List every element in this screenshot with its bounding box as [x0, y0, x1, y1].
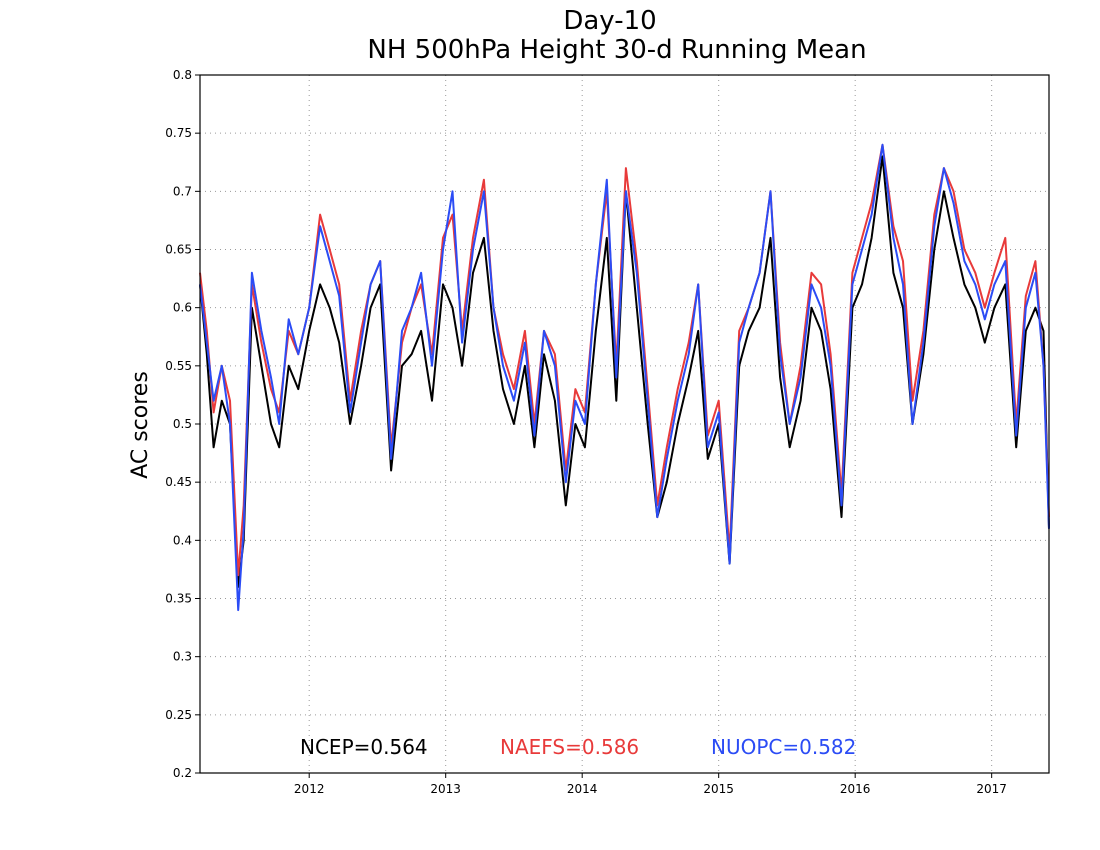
y-tick-label: 0.65 — [165, 243, 192, 257]
legend: NCEP=0.564 NAEFS=0.586 NUOPC=0.582 — [300, 735, 856, 759]
y-axis-label: AC scores — [128, 371, 153, 479]
legend-ncep: NCEP=0.564 — [300, 735, 428, 759]
plot-series — [199, 143, 1050, 612]
axis-ticks: 0.2 0.25 0.3 0.35 0.4 0.45 0.5 0.55 0.6 0.65 0.7 0.… — [165, 68, 1007, 796]
y-tick-label: 0.3 — [173, 650, 192, 664]
plot-frame — [199, 74, 1050, 774]
y-tick-label: 0.4 — [173, 533, 192, 547]
x-tick-label: 2014 — [567, 782, 598, 796]
y-tick-label: 0.8 — [173, 68, 192, 82]
series-line-nuopc — [199, 143, 1050, 612]
y-tick-label: 0.2 — [173, 766, 192, 780]
y-tick-label: 0.25 — [165, 708, 192, 722]
legend-naefs: NAEFS=0.586 — [500, 735, 639, 759]
y-tick-label: 0.45 — [165, 475, 192, 489]
legend-nuopc: NUOPC=0.582 — [711, 735, 856, 759]
x-tick-label: 2016 — [840, 782, 871, 796]
x-tick-label: 2012 — [294, 782, 325, 796]
y-tick-label: 0.7 — [173, 184, 192, 198]
y-tick-label: 0.75 — [165, 126, 192, 140]
x-tick-label: 2015 — [703, 782, 734, 796]
x-tick-label: 2013 — [430, 782, 461, 796]
chart-title: Day-10 — [563, 6, 656, 36]
x-tick-label: 2017 — [976, 782, 1007, 796]
y-tick-label: 0.55 — [165, 359, 192, 373]
chart-subtitle: NH 500hPa Height 30-d Running Mean — [367, 35, 866, 65]
y-tick-label: 0.35 — [165, 592, 192, 606]
y-tick-label: 0.5 — [173, 417, 192, 431]
y-tick-label: 0.6 — [173, 301, 192, 315]
